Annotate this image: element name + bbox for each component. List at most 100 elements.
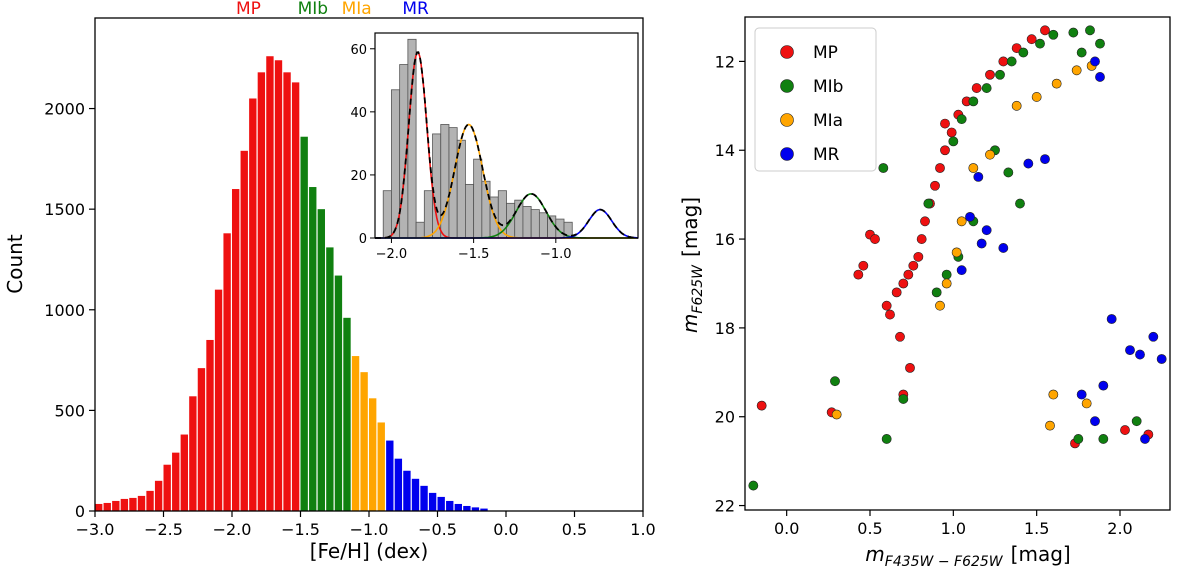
legend-marker (780, 45, 794, 59)
inset-histogram: −2.0 −1.5 −1.0 0 20 40 60 (350, 32, 639, 262)
cmd-point (1015, 198, 1025, 209)
histogram-bar (137, 495, 146, 511)
cmd-point (995, 69, 1005, 80)
cmd-point (1090, 416, 1100, 427)
cmd-point (981, 225, 992, 236)
histogram-bar (437, 496, 445, 511)
cmd-point (1140, 434, 1150, 444)
cmd-point (1106, 314, 1117, 324)
histogram-bar (446, 500, 454, 511)
inset-bar (473, 158, 483, 239)
cmd-point (1026, 34, 1037, 45)
legend-marker (780, 147, 794, 161)
inset-x-tick-label: −2.0 (376, 247, 408, 262)
cmd-x-axis-label: mF435W − F625W [mag] (865, 542, 1070, 570)
population-label: MIb (298, 0, 328, 19)
cmd-point (976, 238, 987, 249)
cmd-point (985, 149, 995, 160)
histogram-bar (120, 498, 129, 511)
cmd-point (931, 287, 942, 298)
histogram-bar (463, 505, 471, 511)
y-tick-label: 0 (75, 502, 85, 521)
histogram-bar (351, 356, 360, 511)
histogram-bar (386, 440, 394, 511)
inset-bar (538, 212, 548, 239)
histogram-bar (154, 480, 163, 511)
cmd-point (903, 269, 914, 280)
histogram-bar (454, 503, 462, 511)
cmd-point (1098, 434, 1109, 444)
cmd-point (881, 434, 892, 444)
cmd-point (748, 480, 759, 491)
histogram-bar (95, 503, 103, 511)
cmd-point (913, 251, 924, 262)
cmd-point (998, 243, 1009, 253)
histogram-bar (283, 72, 291, 511)
cmd-frame (744, 16, 1171, 511)
cmd-point (940, 118, 950, 129)
histogram-bar (257, 72, 266, 511)
cmd-point (971, 83, 982, 93)
cmd-point (891, 287, 902, 298)
cmd-point (1071, 65, 1082, 76)
cmd-point (908, 260, 919, 271)
cmd-point (1135, 349, 1145, 360)
cmd-y-ticks: 12 14 16 18 20 22 (715, 52, 745, 516)
legend-box (754, 27, 877, 172)
cmd-point (920, 216, 930, 227)
y-tick-label: 12 (715, 52, 735, 71)
population-label: MP (236, 0, 261, 19)
cmd-point (1011, 100, 1022, 111)
legend-label: MIb (813, 77, 843, 97)
x-tick-label: −2.0 (213, 520, 252, 539)
histogram-bar (232, 189, 240, 511)
histogram-bar (129, 497, 137, 511)
histogram-bar (240, 150, 248, 511)
histogram-bar (428, 492, 437, 511)
cmd-point (1120, 425, 1130, 435)
histogram-bars (95, 56, 488, 511)
cmd-point (923, 198, 934, 209)
inset-bar (415, 221, 425, 239)
x-tick-label: 0.0 (774, 519, 799, 538)
histogram-bar (377, 422, 385, 511)
cmd-point (956, 265, 967, 276)
histogram-bar (403, 470, 411, 511)
legend-items: MP MIb MIa MR (780, 43, 843, 165)
inset-x-tick-label: −1.0 (540, 247, 572, 262)
histogram-bar (112, 500, 120, 511)
inset-bar (423, 190, 433, 239)
histogram-bar (163, 464, 171, 511)
legend-label: MP (813, 43, 838, 63)
cmd-point (1156, 354, 1167, 364)
inset-bar (407, 38, 417, 239)
cmd-point (830, 376, 840, 387)
population-label: MIa (342, 0, 372, 19)
cmd-point (831, 409, 842, 420)
histogram-bar (360, 372, 368, 511)
inset-bar (522, 206, 532, 239)
population-label: MR (402, 0, 429, 19)
legend-marker (780, 79, 794, 93)
y-tick-label: 14 (715, 141, 735, 160)
histogram-x-ticks: −3.0 −2.5 −2.0 −1.5 −1.0 −0.5 0.0 0.5 1.0 (76, 511, 656, 539)
x-tick-label: −1.0 (350, 520, 389, 539)
histogram-bar (411, 478, 420, 511)
y-tick-label: 2000 (44, 100, 85, 119)
cmd-y-axis-label: mF625W[mag] (678, 197, 706, 333)
histogram-bar (300, 136, 308, 511)
histogram-bar (291, 82, 300, 511)
cmd-point (858, 260, 869, 271)
cmd-point (985, 69, 995, 80)
histogram-bar (317, 209, 325, 511)
histogram-bar (334, 275, 343, 511)
cmd-point (1125, 345, 1135, 356)
cmd-point (965, 211, 975, 222)
x-tick-label: 0.5 (857, 519, 882, 538)
x-tick-label: −1.5 (281, 520, 320, 539)
inset-bar (547, 215, 557, 239)
inset-x-ticks: −2.0 −1.5 −1.0 (376, 238, 572, 262)
cmd-point (1023, 158, 1034, 169)
inset-y-tick-label: 60 (350, 43, 367, 58)
histogram-bar (214, 289, 223, 511)
